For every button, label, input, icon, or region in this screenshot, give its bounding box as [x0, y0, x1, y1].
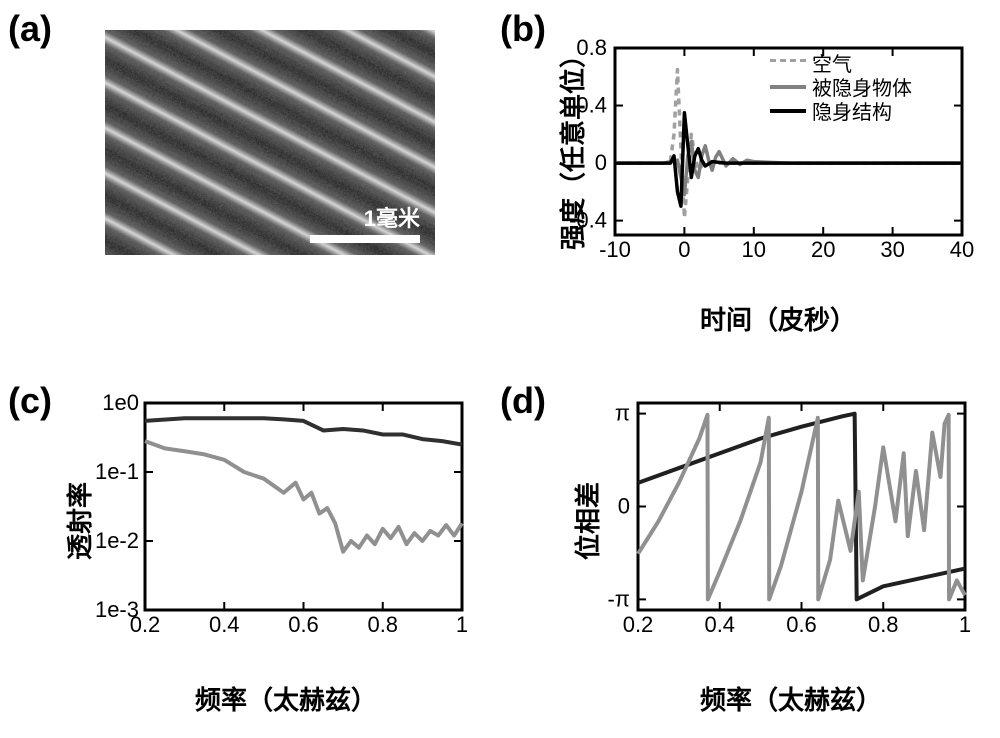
panel-c-label: (c): [8, 380, 52, 422]
svg-text:0.6: 0.6: [288, 612, 319, 637]
svg-text:0.6: 0.6: [786, 612, 817, 637]
legend-hidden-line: [770, 85, 806, 89]
svg-text:10: 10: [742, 237, 766, 262]
legend-cloak-line: [770, 109, 806, 113]
figure-container: (a) (b) (c) (d): [0, 0, 1000, 738]
svg-text:1: 1: [456, 612, 468, 637]
panel-b-label: (b): [500, 8, 546, 50]
panel-a-image: 1毫米: [105, 30, 435, 255]
panel-c-svg: 0.20.40.60.811e-31e-21e-11e0: [135, 395, 470, 640]
svg-text:0: 0: [678, 237, 690, 262]
panel-d-svg: 0.20.40.60.81-π0π: [628, 395, 973, 640]
panel-d-ylabel: 位相差: [568, 482, 605, 560]
svg-text:-10: -10: [599, 237, 631, 262]
panel-d-chart: 0.20.40.60.81-π0π: [628, 395, 973, 640]
svg-text:0: 0: [595, 150, 607, 175]
panel-c-xlabel: 频率（太赫兹）: [195, 680, 377, 717]
panel-d-label: (d): [500, 380, 546, 422]
panel-c-ylabel: 透射率: [60, 482, 97, 560]
svg-text:0.2: 0.2: [623, 612, 654, 637]
svg-text:20: 20: [811, 237, 835, 262]
panel-b-xlabel: 时间（皮秒）: [700, 300, 856, 337]
svg-text:1e-1: 1e-1: [95, 459, 139, 484]
scalebar-text: 1毫米: [364, 201, 420, 233]
svg-text:-π: -π: [607, 586, 630, 611]
svg-text:1e0: 1e0: [102, 390, 139, 415]
legend-cloak: 隐身结构: [770, 96, 892, 125]
legend-air-line: [770, 59, 806, 66]
svg-text:0.4: 0.4: [209, 612, 240, 637]
svg-text:40: 40: [950, 237, 974, 262]
panel-d-xlabel: 频率（太赫兹）: [700, 680, 882, 717]
svg-text:0.8: 0.8: [367, 612, 398, 637]
svg-text:0.8: 0.8: [868, 612, 899, 637]
svg-text:π: π: [615, 401, 630, 426]
panel-b-ylabel: 强度（任意单位）: [553, 42, 590, 250]
svg-text:0: 0: [618, 494, 630, 519]
panel-b-chart: -10010203040-0.400.40.8 空气 被隐身物体 隐身结构: [605, 40, 970, 265]
legend-cloak-label: 隐身结构: [812, 96, 892, 125]
panel-c-chart: 0.20.40.60.811e-31e-21e-11e0: [135, 395, 470, 640]
svg-text:30: 30: [880, 237, 904, 262]
svg-text:1e-3: 1e-3: [95, 597, 139, 622]
scalebar-line: [310, 235, 420, 243]
svg-text:1: 1: [959, 612, 971, 637]
svg-text:0.4: 0.4: [704, 612, 735, 637]
svg-text:1e-2: 1e-2: [95, 528, 139, 553]
panel-a-label: (a): [8, 8, 52, 50]
